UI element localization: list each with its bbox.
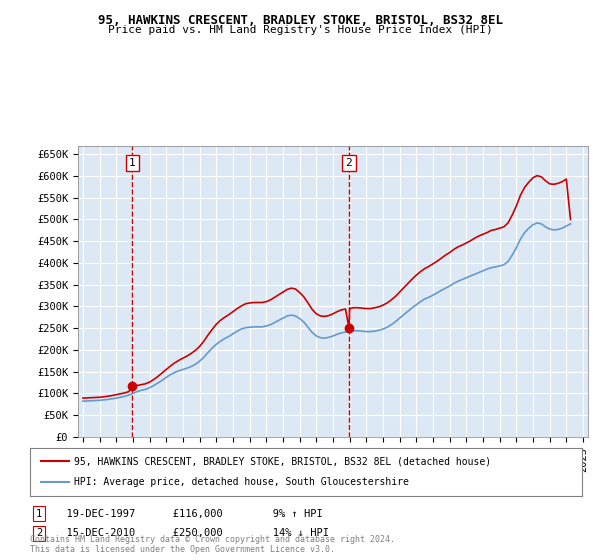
Text: Price paid vs. HM Land Registry's House Price Index (HPI): Price paid vs. HM Land Registry's House … xyxy=(107,25,493,35)
Text: Contains HM Land Registry data © Crown copyright and database right 2024.
This d: Contains HM Land Registry data © Crown c… xyxy=(30,535,395,554)
Text: 19-DEC-1997      £116,000        9% ↑ HPI: 19-DEC-1997 £116,000 9% ↑ HPI xyxy=(54,508,323,519)
Text: HPI: Average price, detached house, South Gloucestershire: HPI: Average price, detached house, Sout… xyxy=(74,477,409,487)
Text: 15-DEC-2010      £250,000        14% ↓ HPI: 15-DEC-2010 £250,000 14% ↓ HPI xyxy=(54,528,329,538)
Text: 2: 2 xyxy=(36,528,42,538)
Text: 1: 1 xyxy=(36,508,42,519)
Text: 2: 2 xyxy=(346,158,352,168)
Text: 1: 1 xyxy=(129,158,136,168)
Text: 95, HAWKINS CRESCENT, BRADLEY STOKE, BRISTOL, BS32 8EL (detached house): 95, HAWKINS CRESCENT, BRADLEY STOKE, BRI… xyxy=(74,456,491,466)
Text: 95, HAWKINS CRESCENT, BRADLEY STOKE, BRISTOL, BS32 8EL: 95, HAWKINS CRESCENT, BRADLEY STOKE, BRI… xyxy=(97,14,503,27)
